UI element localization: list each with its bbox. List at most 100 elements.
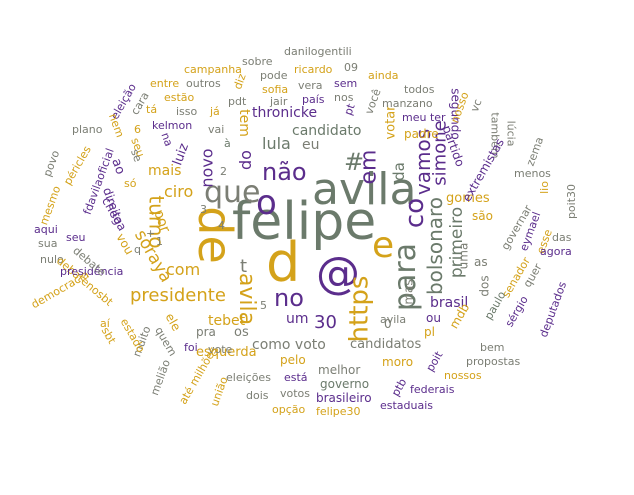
word-do: do bbox=[235, 150, 255, 170]
word-dois: dois bbox=[246, 389, 269, 402]
word-jair: jair bbox=[270, 95, 288, 108]
word-manzano: manzano bbox=[382, 97, 433, 110]
word-o: o bbox=[256, 183, 277, 223]
word-gomes: gomes bbox=[446, 191, 490, 206]
word-lio: lio bbox=[537, 181, 551, 194]
word-q: q bbox=[134, 243, 141, 256]
word-esquerda: esquerda bbox=[196, 345, 257, 360]
word-um: um bbox=[286, 311, 309, 327]
word-mesmo: mesmo bbox=[37, 184, 64, 227]
word-eleicoes: eleições bbox=[226, 371, 271, 384]
word-vai: vai bbox=[208, 123, 225, 136]
word-deputados: deputados bbox=[537, 279, 570, 340]
word-ricardo: ricardo bbox=[294, 63, 333, 76]
word-ptb: ptb bbox=[388, 376, 410, 399]
word-danilogentili: danilogentili bbox=[284, 45, 352, 58]
word-1: 1 bbox=[156, 235, 163, 248]
word-seu: seu bbox=[66, 231, 86, 244]
word-campanha: campanha bbox=[184, 63, 242, 76]
word-tebet: tebet bbox=[208, 313, 246, 329]
word-a-grave: à bbox=[224, 137, 231, 150]
word-pra: pra bbox=[196, 325, 216, 339]
word-povo: povo bbox=[40, 148, 63, 179]
word-sao: são bbox=[472, 209, 493, 223]
word-nulo: nulo bbox=[40, 253, 64, 266]
word-vera: vera bbox=[298, 79, 323, 92]
word-pdt: pdt bbox=[228, 95, 247, 108]
word-pl: pl bbox=[424, 325, 435, 339]
word-novo: novo bbox=[197, 148, 217, 188]
word-kelmon: kelmon bbox=[152, 119, 193, 132]
word-ja: já bbox=[210, 105, 220, 118]
word-governo: governo bbox=[320, 377, 370, 391]
word-com: com bbox=[166, 260, 201, 279]
word-luiz: luiz bbox=[170, 141, 193, 168]
word-menos: menos bbox=[514, 167, 551, 180]
word-poit: poit bbox=[423, 349, 446, 374]
word-presidencia: presidência bbox=[60, 265, 124, 278]
word-ao: ao bbox=[108, 156, 128, 177]
word-poit30: poit30 bbox=[565, 183, 579, 220]
word-no: no bbox=[274, 284, 304, 312]
word-d: d bbox=[266, 231, 301, 294]
word-candidato: candidato bbox=[292, 123, 362, 139]
word-aqui: aqui bbox=[34, 223, 58, 236]
word-ciro: ciro bbox=[164, 182, 194, 201]
word-melhor: melhor bbox=[318, 363, 361, 377]
word-mais: mais bbox=[148, 163, 182, 179]
word-de: de bbox=[187, 206, 242, 264]
word-so: só bbox=[124, 177, 137, 190]
word-outros: outros bbox=[186, 77, 221, 90]
word-voce: você bbox=[362, 87, 384, 116]
word-ai: aí bbox=[100, 317, 110, 330]
word-2: 2 bbox=[220, 165, 227, 178]
word-presidente: presidente bbox=[130, 285, 226, 306]
word-diz: diz bbox=[231, 71, 249, 92]
word-0: 0 bbox=[384, 317, 392, 331]
word-bem: bem bbox=[480, 341, 505, 354]
word-meu: meu bbox=[402, 111, 427, 124]
word-sua: sua bbox=[38, 237, 58, 250]
word-hash: # bbox=[344, 148, 365, 176]
word-nem: nem bbox=[105, 111, 127, 140]
word-bolsonaro: bolsonaro bbox=[423, 196, 448, 296]
word-nossos: nossos bbox=[444, 369, 482, 382]
word-tem: tem bbox=[235, 109, 252, 137]
word-federais: federais bbox=[410, 383, 455, 396]
word-os: os bbox=[234, 325, 249, 340]
word-sergio: sérgio bbox=[502, 293, 531, 330]
word-todos: todos bbox=[404, 83, 435, 96]
word-na: na bbox=[158, 130, 176, 149]
word-sofia: sofia bbox=[262, 83, 289, 96]
word-ta: tá bbox=[146, 103, 158, 116]
word-foi: foi bbox=[184, 341, 198, 354]
word-30: 30 bbox=[314, 312, 337, 333]
word-brasil: brasil bbox=[430, 295, 469, 311]
word-plano: plano bbox=[72, 123, 103, 136]
word-pais: país bbox=[302, 93, 325, 106]
word-da: da bbox=[389, 162, 408, 181]
word-ou: ou bbox=[426, 311, 441, 325]
word-nos: nos bbox=[334, 91, 354, 104]
word-propostas: propostas bbox=[466, 355, 521, 368]
word-09: 09 bbox=[344, 61, 358, 74]
word-vote: vote bbox=[208, 343, 233, 356]
word-meu-ter: meu ter bbox=[402, 112, 446, 123]
word-moro: moro bbox=[382, 355, 414, 369]
word-thronicke: thronicke bbox=[252, 105, 318, 121]
word-esta: está bbox=[284, 371, 308, 384]
word-se: se bbox=[128, 147, 145, 164]
word-e: e bbox=[372, 225, 395, 266]
word-at: @ bbox=[316, 248, 360, 299]
word-https: https bbox=[344, 275, 375, 343]
word-ainda: ainda bbox=[368, 69, 399, 82]
word-4: 4 bbox=[218, 219, 225, 232]
word-uma: uma bbox=[456, 242, 471, 270]
word-pericles: péricles bbox=[61, 143, 94, 188]
word-ter: ter bbox=[429, 111, 446, 124]
word-como-voto: como voto bbox=[252, 337, 326, 353]
word-pelo: pelo bbox=[280, 353, 306, 367]
word-mas: mas bbox=[401, 279, 416, 305]
word-nao: não bbox=[262, 158, 307, 186]
